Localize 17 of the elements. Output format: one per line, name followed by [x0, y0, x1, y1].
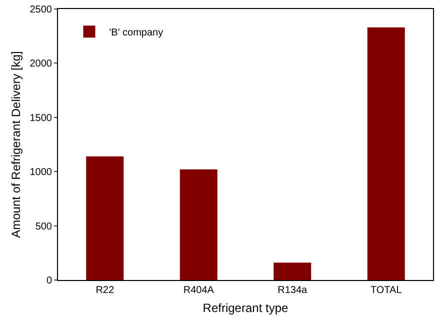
- bar: [367, 27, 405, 280]
- y-tick-label: 2500: [30, 4, 52, 16]
- x-tick-label: TOTAL: [370, 285, 402, 296]
- bar: [86, 156, 124, 280]
- y-tick-label: 1000: [30, 167, 52, 178]
- y-tick-label: 0: [46, 276, 52, 286]
- y-axis-title: Amount of Refrigerant Delivery [kg]: [9, 51, 24, 238]
- y-tick-label: 2000: [30, 58, 52, 70]
- x-axis-title: Refrigerant type: [202, 300, 289, 315]
- x-tick-label: R134a: [278, 285, 308, 296]
- x-tick-label: R22: [96, 285, 114, 296]
- legend-label: 'B' company: [109, 28, 164, 39]
- y-tick-label: 500: [35, 221, 52, 232]
- x-tick-label: R404A: [183, 285, 214, 296]
- bar: [180, 169, 218, 280]
- y-tick-label: 1500: [30, 112, 52, 124]
- bar: [274, 262, 312, 280]
